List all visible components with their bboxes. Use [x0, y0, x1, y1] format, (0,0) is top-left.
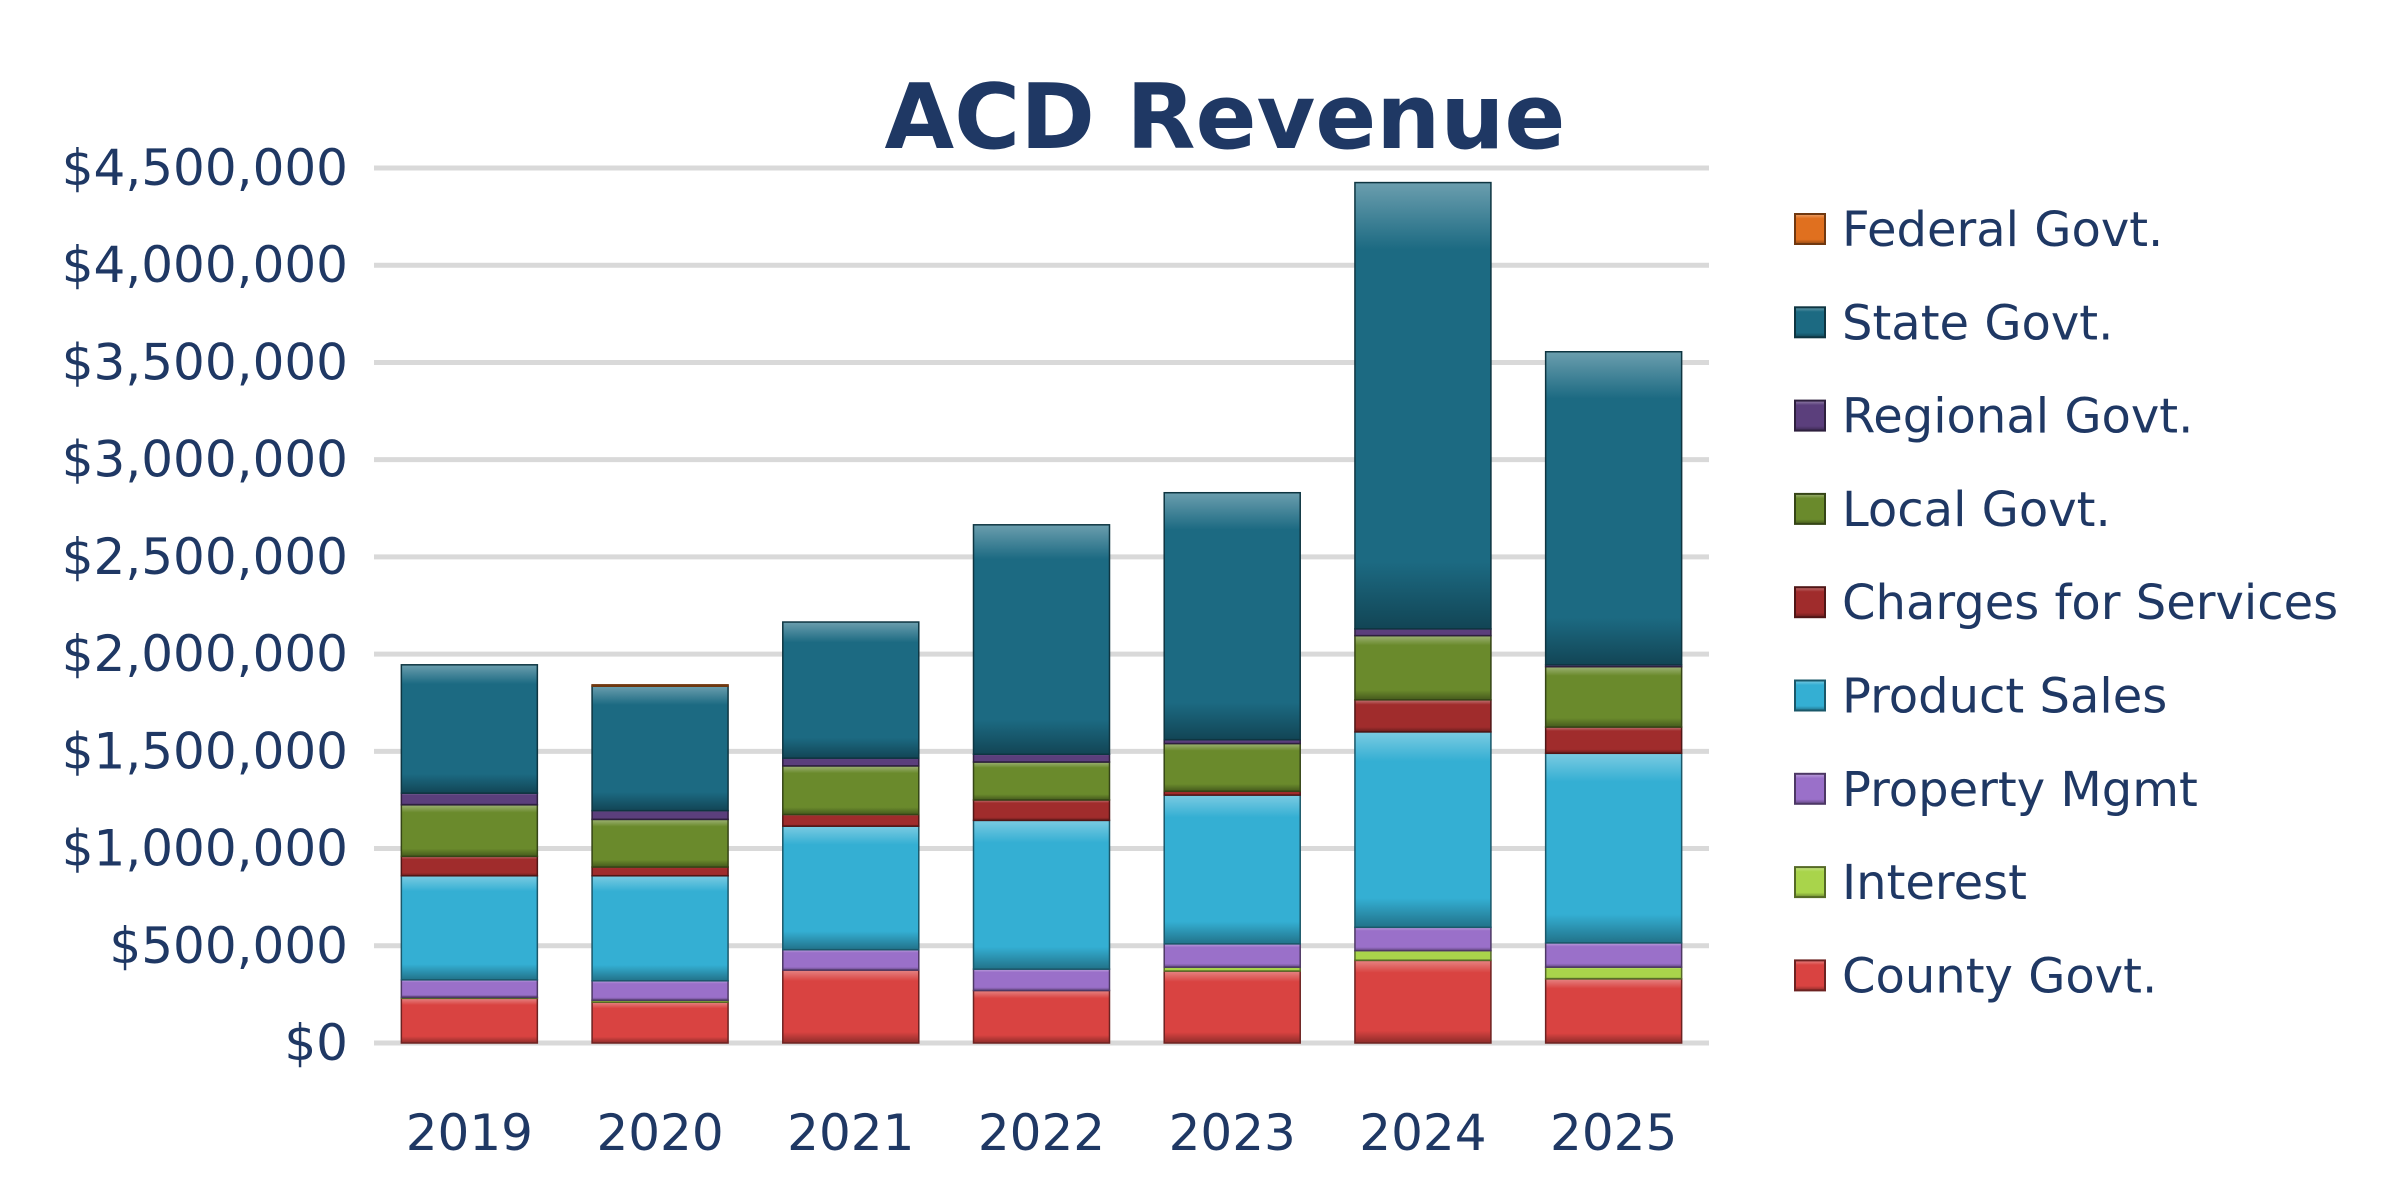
y-tick-label: $3,500,000 [62, 333, 348, 391]
bar-segment-federal-govt--2020 [591, 684, 729, 687]
bar-segment-regional-govt--2019 [400, 792, 539, 806]
bar-segment-property-mgmt-2025 [1544, 942, 1683, 968]
bar-segment-state-govt--2021 [782, 621, 920, 759]
bar-segment-county-govt--2020 [591, 1001, 729, 1044]
x-tick-label: 2022 [978, 1104, 1105, 1162]
y-tick-label: $1,500,000 [62, 722, 348, 780]
legend-swatch [1794, 399, 1826, 432]
legend-label: Interest [1842, 855, 2027, 911]
bar-segment-local-govt--2019 [400, 804, 539, 858]
bar-segment-charges-for-services-2021 [782, 813, 920, 827]
bar-segment-state-govt--2022 [972, 524, 1111, 755]
bar-segment-product-sales-2025 [1544, 752, 1683, 944]
bar-segment-county-govt--2022 [972, 989, 1111, 1044]
legend-swatch [1794, 586, 1826, 619]
x-axis: 2019 2020 2021 2022 2023 2024 2025 [406, 1104, 1678, 1162]
legend-swatch [1794, 213, 1826, 245]
legend-label: Federal Govt. [1842, 202, 2163, 258]
legend-swatch [1794, 959, 1826, 992]
bar-segment-county-govt--2024 [1354, 959, 1492, 1044]
bar-segment-property-mgmt-2020 [591, 980, 729, 1001]
bar-segment-charges-for-services-2024 [1354, 699, 1492, 733]
bar-segment-county-govt--2025 [1544, 978, 1683, 1044]
bar-segment-charges-for-services-2020 [591, 866, 729, 877]
bar-segment-product-sales-2020 [591, 875, 729, 982]
legend-label: Product Sales [1842, 669, 2167, 725]
y-tick-label: $4,000,000 [62, 236, 348, 294]
legend-label: County Govt. [1842, 948, 2157, 1004]
bar-segment-local-govt--2025 [1544, 666, 1683, 728]
legend-swatch [1794, 772, 1826, 805]
y-axis: $0 $500,000 $1,000,000 $1,500,000 $2,000,000… [62, 139, 348, 1072]
bar-segment-county-govt--2019 [400, 997, 539, 1044]
bar-segment-local-govt--2021 [782, 765, 920, 816]
y-tick-label: $2,000,000 [62, 625, 348, 683]
bar-segment-regional-govt--2022 [972, 753, 1111, 763]
x-tick-label: 2019 [406, 1104, 533, 1162]
bar-segment-property-mgmt-2022 [972, 968, 1111, 992]
y-tick-label: $500,000 [109, 917, 348, 975]
legend: Federal Govt. State Govt. Regional Govt. Lo… [1794, 202, 2338, 1004]
bars [400, 181, 1683, 1044]
bar-segment-charges-for-services-2022 [972, 799, 1111, 822]
bar-segment-product-sales-2022 [972, 819, 1111, 970]
bar-segment-regional-govt--2020 [591, 809, 729, 821]
legend-label: State Govt. [1842, 295, 2113, 351]
bar-segment-state-govt--2019 [400, 664, 539, 794]
bar-segment-regional-govt--2021 [782, 757, 920, 767]
legend-label: Property Mgmt [1842, 762, 2198, 818]
x-tick-label: 2023 [1169, 1104, 1296, 1162]
y-tick-label: $3,000,000 [62, 431, 348, 489]
y-tick-label: $2,500,000 [62, 528, 348, 586]
bar-segment-county-govt--2023 [1163, 970, 1301, 1044]
bar-segment-product-sales-2021 [782, 825, 920, 951]
bar-segment-property-mgmt-2024 [1354, 926, 1492, 952]
bar-segment-charges-for-services-2025 [1544, 726, 1683, 755]
bar-segment-charges-for-services-2019 [400, 855, 539, 877]
y-tick-label: $1,000,000 [62, 820, 348, 878]
x-tick-label: 2021 [787, 1104, 914, 1162]
bar-segment-local-govt--2020 [591, 818, 729, 868]
legend-swatch [1794, 306, 1826, 339]
bar-segment-product-sales-2023 [1163, 794, 1301, 945]
x-tick-label: 2025 [1550, 1104, 1677, 1162]
bar-segment-property-mgmt-2023 [1163, 943, 1301, 968]
bar-segment-county-govt--2021 [782, 969, 920, 1044]
legend-swatch [1794, 679, 1826, 712]
bar-segment-local-govt--2023 [1163, 742, 1301, 792]
chart-title: ACD Revenue [885, 65, 1566, 170]
x-tick-label: 2024 [1359, 1104, 1486, 1162]
bar-segment-state-govt--2023 [1163, 491, 1301, 741]
bar-segment-state-govt--2020 [591, 685, 729, 812]
bar-segment-property-mgmt-2021 [782, 948, 920, 971]
bar-segment-interest-2025 [1544, 966, 1683, 980]
bar-segment-state-govt--2024 [1354, 181, 1492, 630]
bar-segment-local-govt--2022 [972, 761, 1111, 801]
y-tick-label: $4,500,000 [62, 139, 348, 197]
legend-label: Local Govt. [1842, 482, 2111, 538]
bar-segment-regional-govt--2024 [1354, 628, 1492, 637]
x-tick-label: 2020 [596, 1104, 723, 1162]
legend-label: Charges for Services [1842, 575, 2338, 631]
legend-label: Regional Govt. [1842, 389, 2193, 445]
bar-segment-local-govt--2024 [1354, 634, 1492, 701]
bar-segment-product-sales-2024 [1354, 731, 1492, 929]
y-tick-label: $0 [284, 1014, 348, 1072]
bar-segment-property-mgmt-2019 [400, 979, 539, 999]
legend-swatch [1794, 492, 1826, 525]
legend-swatch [1794, 866, 1826, 899]
bar-segment-product-sales-2019 [400, 875, 539, 981]
bar-segment-interest-2024 [1354, 949, 1492, 962]
bar-segment-state-govt--2025 [1544, 351, 1683, 666]
